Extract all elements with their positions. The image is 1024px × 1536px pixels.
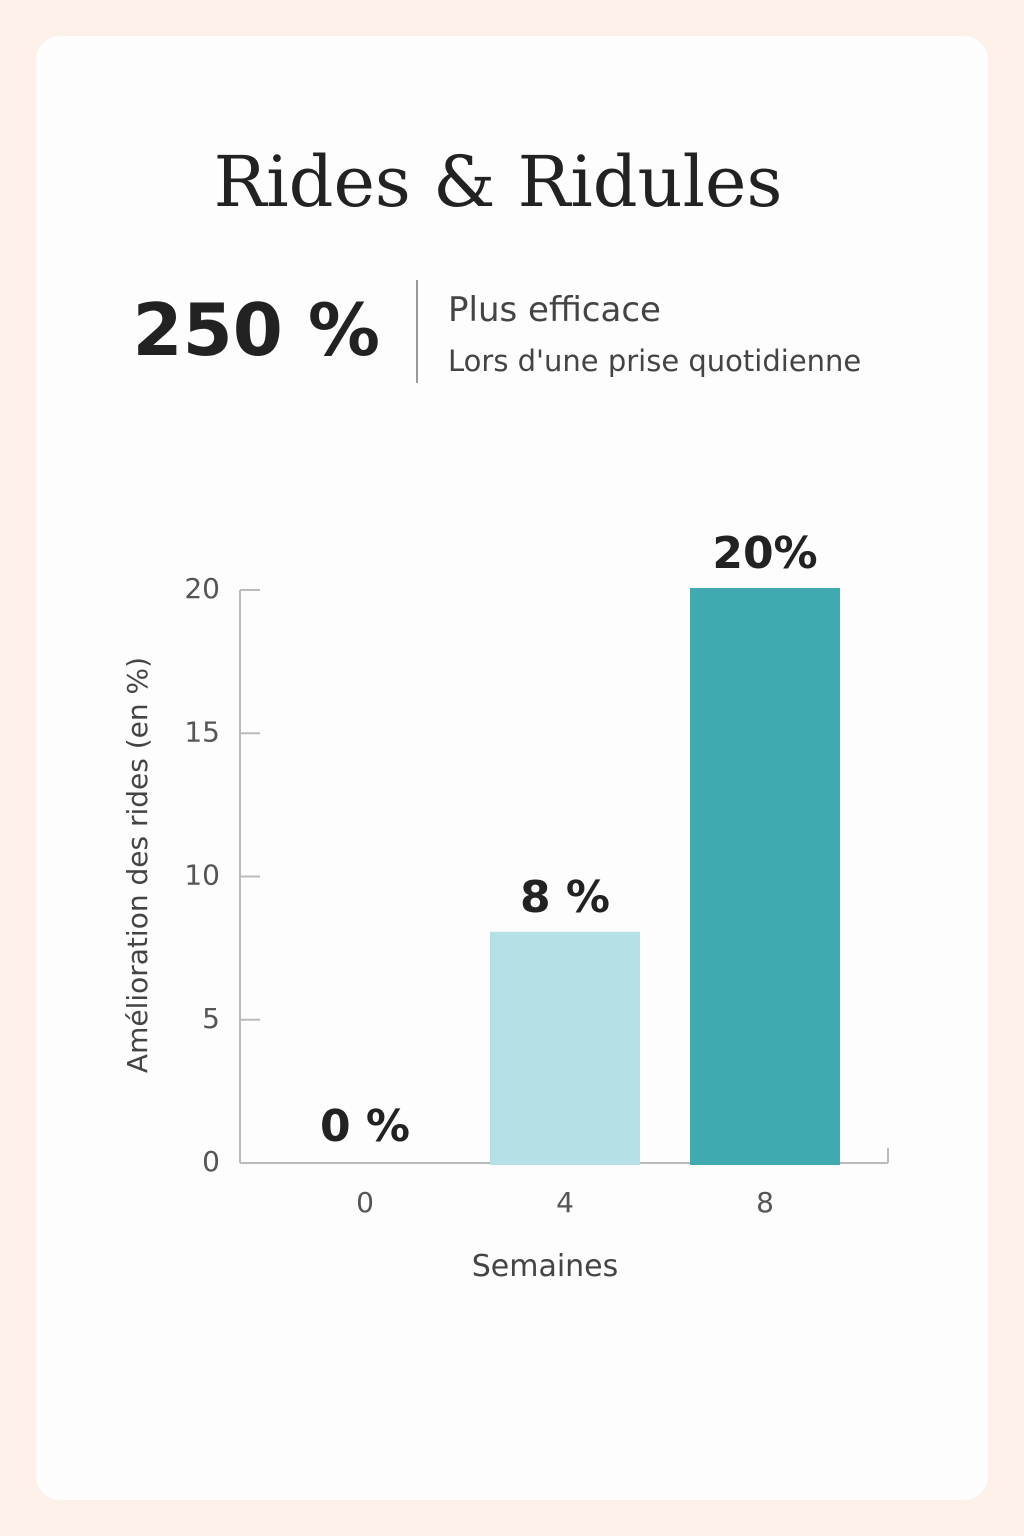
y-axis-label: Amélioration des rides (en %) <box>121 657 154 1073</box>
bar <box>490 931 640 1165</box>
highlight-value: 250 % <box>133 288 381 372</box>
y-tick-label: 20 <box>184 572 220 605</box>
value-label: 0 % <box>320 1101 410 1152</box>
y-tick-label: 10 <box>184 859 220 892</box>
value-label: 20% <box>712 528 817 579</box>
highlight-subline: Lors d'une prise quotidienne <box>448 344 861 378</box>
highlight-headline: Plus efficace <box>448 290 661 330</box>
value-label: 8 % <box>520 872 610 923</box>
chart-title: Rides & Ridules <box>214 141 783 223</box>
y-tick-label: 15 <box>184 715 220 748</box>
bar <box>690 588 840 1165</box>
y-tick-label: 5 <box>202 1002 220 1035</box>
x-tick-label: 0 <box>356 1186 374 1219</box>
x-axis-label: Semaines <box>472 1249 619 1284</box>
y-tick-label: 0 <box>202 1145 220 1178</box>
x-tick-label: 8 <box>756 1186 774 1219</box>
x-tick-label: 4 <box>556 1186 574 1219</box>
